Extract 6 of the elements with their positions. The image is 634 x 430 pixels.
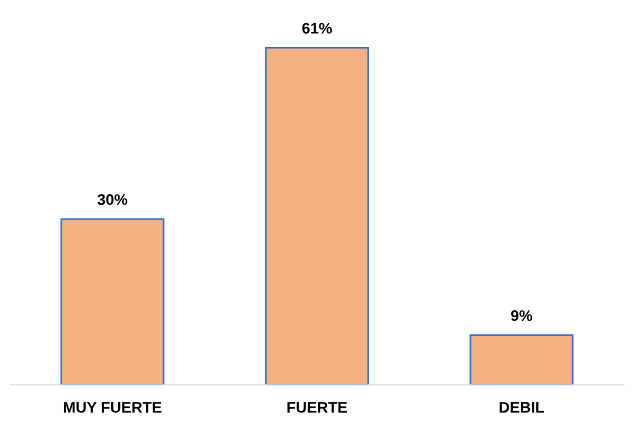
data-label: 61% [302, 22, 332, 34]
x-tick-label: MUY FUERTE [64, 402, 162, 413]
x-tick-label: DEBIL [500, 402, 544, 413]
data-label: 9% [511, 310, 532, 321]
data-label: 30% [97, 194, 128, 205]
x-tick-label: FUERTE [287, 402, 347, 413]
